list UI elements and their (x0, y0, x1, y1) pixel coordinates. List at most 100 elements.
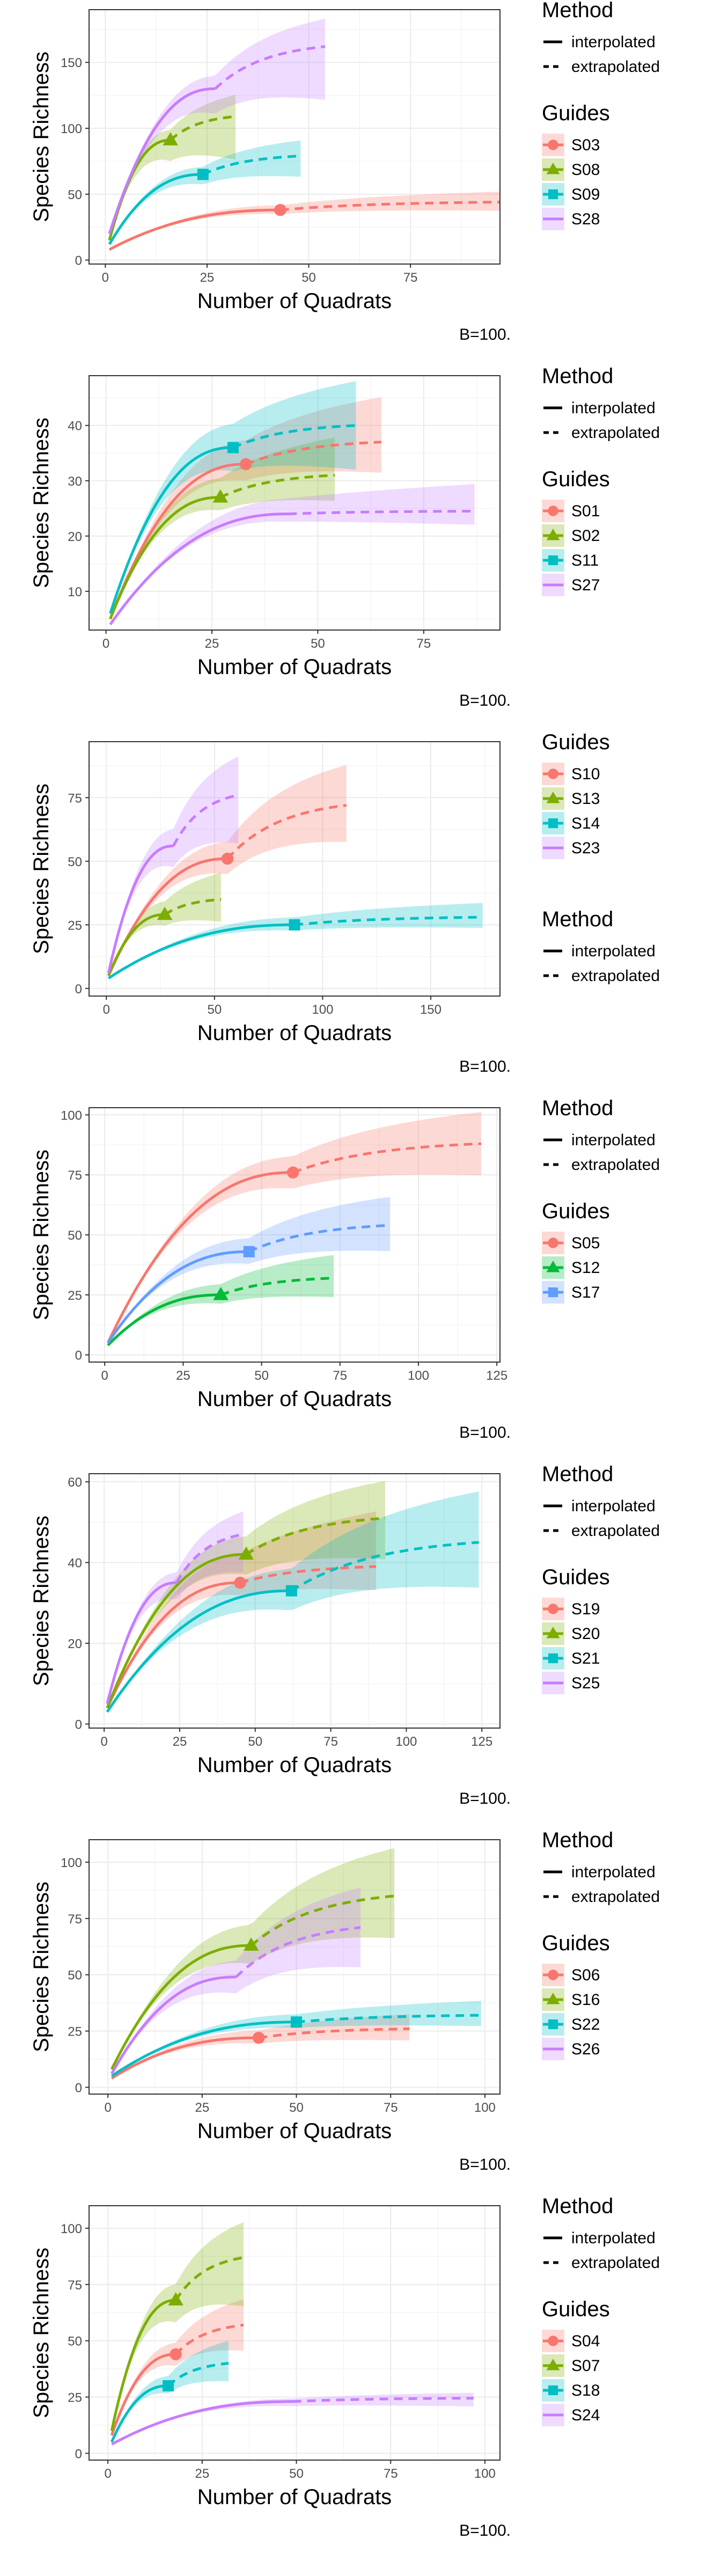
x-axis-title: Number of Quadrats (197, 289, 392, 313)
legend-guides-title: Guides (542, 730, 610, 754)
legend-guide-label-S03: S03 (571, 136, 600, 154)
legend-method: Method interpolated extrapolated (542, 364, 660, 442)
chart-panel-3: 0 50 100 1500255075Number of QuadratsSpecie… (30, 730, 660, 1075)
legend-method-title: Method (542, 1462, 613, 1486)
chart-panel-2: 0 25 50 75 10 20 30 40 Number of Quadrats Species… (30, 364, 660, 709)
legend-method-title: Method (542, 2194, 613, 2218)
legend-guides-title: Guides (542, 1565, 610, 1589)
legend-key-marker (548, 189, 558, 199)
legend-method-title: Method (542, 0, 613, 22)
legend-method-label: extrapolated (571, 1888, 660, 1906)
observed-point-S04 (170, 2348, 182, 2361)
legend-method-title: Method (542, 908, 613, 931)
bootstrap-note: B=100. (459, 2522, 511, 2540)
y-axis-title: Species Richness (30, 1882, 53, 2052)
y-tick-label: 40 (68, 419, 82, 434)
legend-guides-title: Guides (542, 2297, 610, 2321)
x-tick-label: 0 (102, 636, 109, 651)
x-tick-label: 0 (104, 2101, 111, 2115)
legend-method-label: extrapolated (571, 1522, 660, 1540)
x-tick-label: 125 (471, 1735, 492, 1749)
x-tick-label: 50 (254, 1368, 269, 1383)
observed-point-S18 (163, 2380, 174, 2391)
observed-point-S21 (286, 1585, 297, 1597)
legend-guide-label-S13: S13 (571, 790, 600, 808)
x-tick-label: 75 (333, 1368, 347, 1383)
legend-guide-label-S08: S08 (571, 161, 600, 179)
y-tick-label: 100 (61, 2222, 82, 2236)
legend-guides: GuidesS06S16S22S26 (542, 1931, 610, 2060)
y-axis-title: Species Richness (30, 418, 53, 588)
y-tick-label: 75 (68, 1168, 82, 1183)
y-tick-label: 50 (68, 2334, 82, 2349)
x-tick-label: 50 (311, 636, 325, 651)
legend-key-marker (548, 140, 558, 150)
legend-guide-label-S04: S04 (571, 2332, 600, 2350)
legend-guides: GuidesS05S12S17 (542, 1199, 610, 1304)
legend-guide-label-S23: S23 (571, 839, 600, 857)
legend-guide-label-S16: S16 (571, 1991, 600, 2009)
legend-guide-label-S14: S14 (571, 815, 600, 832)
legend-guide-label-S12: S12 (571, 1259, 600, 1277)
y-tick-label: 0 (75, 2081, 82, 2095)
y-tick-label: 75 (68, 791, 82, 806)
x-axis-title: Number of Quadrats (197, 1753, 392, 1777)
legend-key-marker (548, 1238, 558, 1248)
x-tick-label: 125 (486, 1368, 507, 1383)
y-tick-label: 10 (68, 585, 82, 599)
x-tick-label: 75 (384, 2101, 398, 2115)
y-tick-label: 75 (68, 1912, 82, 1927)
y-tick-label: 100 (61, 1856, 82, 1870)
x-tick-label: 0 (102, 270, 109, 285)
x-tick-label: 0 (104, 2467, 111, 2481)
x-tick-label: 50 (301, 270, 316, 285)
observed-point-S03 (274, 204, 286, 216)
legend-key-marker (548, 769, 558, 779)
observed-point-S17 (244, 1246, 255, 1257)
legend-guide-label-S09: S09 (571, 186, 600, 203)
bootstrap-note: B=100. (459, 2156, 511, 2174)
observed-point-S10 (222, 853, 234, 865)
legend-key-marker (548, 2019, 558, 2029)
legend-method-label: interpolated (571, 1863, 656, 1881)
x-tick-label: 75 (323, 1735, 338, 1749)
legend-key-marker (548, 1653, 558, 1663)
legend-method-label: interpolated (571, 399, 656, 417)
y-axis-title: Species Richness (30, 1516, 53, 1686)
observed-point-S11 (227, 442, 239, 453)
x-tick-label: 25 (173, 1735, 187, 1749)
x-tick-label: 75 (417, 636, 431, 651)
y-tick-label: 50 (68, 1968, 82, 1983)
legend-guides: GuidesS04S07S18S24 (542, 2297, 610, 2426)
legend-key-marker (548, 506, 558, 516)
y-tick-label: 60 (68, 1475, 82, 1490)
legend-key-marker (548, 1604, 558, 1614)
legend-method-label: interpolated (571, 942, 656, 960)
observed-point-S06 (253, 2032, 265, 2044)
legend-guide-label-S07: S07 (571, 2357, 600, 2375)
legend-guides: Guides S19 S20 S21 S25 (542, 1565, 610, 1694)
y-tick-label: 40 (68, 1556, 82, 1571)
legend-guide-label-S27: S27 (571, 576, 600, 594)
observed-point-S22 (291, 2016, 302, 2028)
chart-panel-6: 0 25 50 75 100 0 25 50 75 100 Number of Quadrats Sp… (30, 1828, 660, 2174)
legend-method: Method interpolated extrapolated (542, 1828, 660, 1906)
bootstrap-note: B=100. (459, 1424, 511, 1441)
legend-guide-label-S17: S17 (571, 1284, 600, 1301)
x-tick-label: 50 (207, 1002, 222, 1017)
x-tick-label: 100 (408, 1368, 429, 1383)
legend-key-marker (548, 2385, 558, 2395)
legend-guides-title: Guides (542, 101, 610, 125)
x-tick-label: 25 (200, 270, 215, 285)
y-tick-label: 0 (75, 254, 82, 268)
plot-background (89, 2206, 500, 2460)
legend-method: Method interpolated extrapolated (542, 2194, 660, 2272)
y-tick-label: 20 (68, 1637, 82, 1651)
legend-key-marker (548, 1970, 558, 1980)
x-tick-label: 50 (289, 2101, 304, 2115)
y-tick-label: 30 (68, 474, 82, 489)
x-axis-title: Number of Quadrats (197, 2119, 392, 2143)
y-tick-label: 75 (68, 2278, 82, 2293)
bootstrap-note: B=100. (459, 326, 511, 343)
y-tick-label: 0 (75, 1717, 82, 1732)
